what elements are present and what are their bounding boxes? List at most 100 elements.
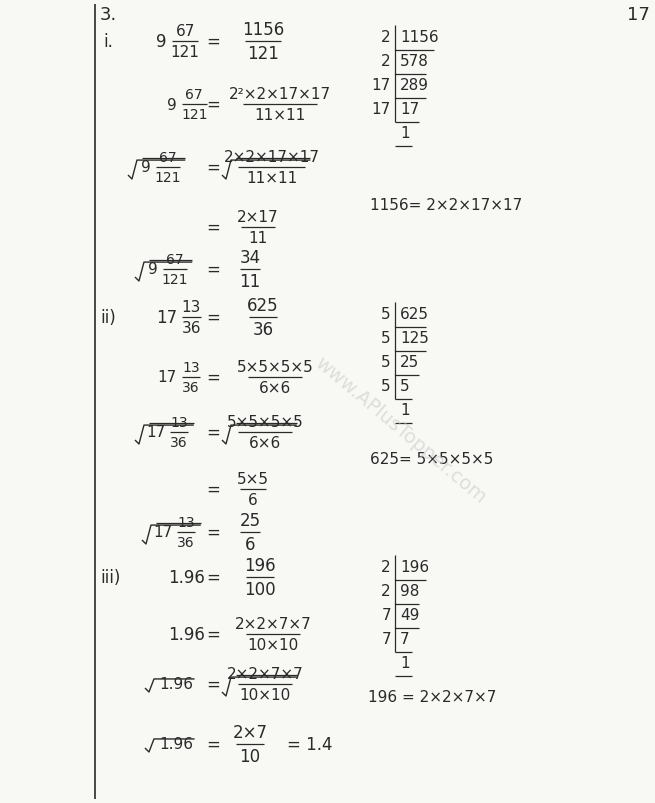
Text: 6×6: 6×6 xyxy=(259,381,291,396)
Text: 6: 6 xyxy=(245,536,255,553)
Text: 98: 98 xyxy=(400,584,419,599)
Text: =: = xyxy=(206,96,220,114)
Text: = 1.4: = 1.4 xyxy=(287,735,333,753)
Text: 36: 36 xyxy=(178,536,195,549)
Text: 17: 17 xyxy=(400,102,419,117)
Text: 2×2×7×7: 2×2×7×7 xyxy=(227,666,303,681)
Text: 67: 67 xyxy=(159,151,177,165)
Text: 5×5×5×5: 5×5×5×5 xyxy=(227,414,303,430)
Text: 1156: 1156 xyxy=(242,21,284,39)
Text: =: = xyxy=(206,626,220,643)
Text: 7: 7 xyxy=(381,608,391,622)
Text: 625= 5×5×5×5: 625= 5×5×5×5 xyxy=(370,452,493,467)
Text: 9: 9 xyxy=(157,33,167,51)
Text: ii): ii) xyxy=(100,308,116,327)
Text: www.APlusTopper.com: www.APlusTopper.com xyxy=(310,353,489,507)
Text: 11×11: 11×11 xyxy=(254,108,306,123)
Text: 36: 36 xyxy=(182,381,200,394)
Text: 121: 121 xyxy=(181,108,208,122)
Text: 625: 625 xyxy=(400,307,429,322)
Text: 17: 17 xyxy=(372,102,391,117)
Text: 1.96: 1.96 xyxy=(168,569,206,586)
Text: =: = xyxy=(206,308,220,327)
Text: 5: 5 xyxy=(381,307,391,322)
Text: 10×10: 10×10 xyxy=(239,687,290,702)
Text: 5×5: 5×5 xyxy=(237,471,269,487)
Text: 13: 13 xyxy=(170,415,188,430)
Text: 2×2×7×7: 2×2×7×7 xyxy=(234,616,311,631)
Text: 67: 67 xyxy=(185,88,203,102)
Text: 196 = 2×2×7×7: 196 = 2×2×7×7 xyxy=(368,690,496,704)
Text: 11×11: 11×11 xyxy=(246,171,297,185)
Text: =: = xyxy=(206,33,220,51)
Text: 49: 49 xyxy=(400,608,419,622)
Text: =: = xyxy=(206,569,220,586)
Text: 2×7: 2×7 xyxy=(233,723,267,741)
Text: 9: 9 xyxy=(148,262,158,277)
Text: =: = xyxy=(206,480,220,499)
Text: 17: 17 xyxy=(153,525,172,540)
Text: 2×2×17×17: 2×2×17×17 xyxy=(223,150,320,165)
Text: =: = xyxy=(206,675,220,693)
Text: 17: 17 xyxy=(158,370,177,385)
Text: 13: 13 xyxy=(181,300,201,315)
Text: =: = xyxy=(206,159,220,177)
Text: 2²×2×17×17: 2²×2×17×17 xyxy=(229,87,331,102)
Text: 6×6: 6×6 xyxy=(249,435,281,450)
Text: 67: 67 xyxy=(166,253,183,267)
Text: 2: 2 xyxy=(381,584,391,599)
Text: 13: 13 xyxy=(182,361,200,374)
Text: 17: 17 xyxy=(156,308,177,327)
Text: 11: 11 xyxy=(239,273,261,291)
Text: 7: 7 xyxy=(381,632,391,646)
Text: 10×10: 10×10 xyxy=(248,638,299,652)
Text: 5: 5 xyxy=(381,379,391,394)
Text: =: = xyxy=(206,735,220,753)
Text: 7: 7 xyxy=(400,632,409,646)
Text: 34: 34 xyxy=(240,249,261,267)
Text: 1.96: 1.96 xyxy=(168,626,206,643)
Text: 121: 121 xyxy=(247,45,279,63)
Text: 10: 10 xyxy=(240,747,261,765)
Text: 196: 196 xyxy=(244,556,276,574)
Text: 121: 121 xyxy=(171,45,200,60)
Text: i.: i. xyxy=(103,33,113,51)
Text: 25: 25 xyxy=(240,512,261,529)
Text: 6: 6 xyxy=(248,492,258,507)
Text: 125: 125 xyxy=(400,331,429,346)
Text: 2: 2 xyxy=(381,55,391,69)
Text: 121: 121 xyxy=(155,171,181,185)
Text: 1156: 1156 xyxy=(400,31,439,46)
Text: 625: 625 xyxy=(247,296,279,315)
Text: iii): iii) xyxy=(100,569,121,586)
Text: 17: 17 xyxy=(372,79,391,93)
Text: 1: 1 xyxy=(400,126,409,141)
Text: 2×17: 2×17 xyxy=(237,210,279,225)
Text: 2: 2 xyxy=(381,560,391,575)
Text: 578: 578 xyxy=(400,55,429,69)
Text: =: = xyxy=(206,369,220,386)
Text: 9: 9 xyxy=(141,161,151,175)
Text: 5×5×5×5: 5×5×5×5 xyxy=(236,360,313,374)
Text: 196: 196 xyxy=(400,560,429,575)
Text: 17: 17 xyxy=(627,6,650,24)
Text: 5: 5 xyxy=(381,355,391,370)
Text: 1.96: 1.96 xyxy=(159,677,193,691)
Text: 67: 67 xyxy=(176,24,195,39)
Text: 13: 13 xyxy=(178,516,195,529)
Text: 5: 5 xyxy=(400,379,409,394)
Text: 36: 36 xyxy=(170,435,188,450)
Text: 1.96: 1.96 xyxy=(159,736,193,752)
Text: 289: 289 xyxy=(400,79,429,93)
Text: 25: 25 xyxy=(400,355,419,370)
Text: =: = xyxy=(206,218,220,237)
Text: 1156= 2×2×17×17: 1156= 2×2×17×17 xyxy=(370,198,522,212)
Text: 17: 17 xyxy=(146,425,165,440)
Text: =: = xyxy=(206,524,220,541)
Text: 2: 2 xyxy=(381,31,391,46)
Text: 3.: 3. xyxy=(100,6,117,24)
Text: 121: 121 xyxy=(162,273,188,287)
Text: 36: 36 xyxy=(252,320,274,339)
Text: 1: 1 xyxy=(400,656,409,671)
Text: =: = xyxy=(206,261,220,279)
